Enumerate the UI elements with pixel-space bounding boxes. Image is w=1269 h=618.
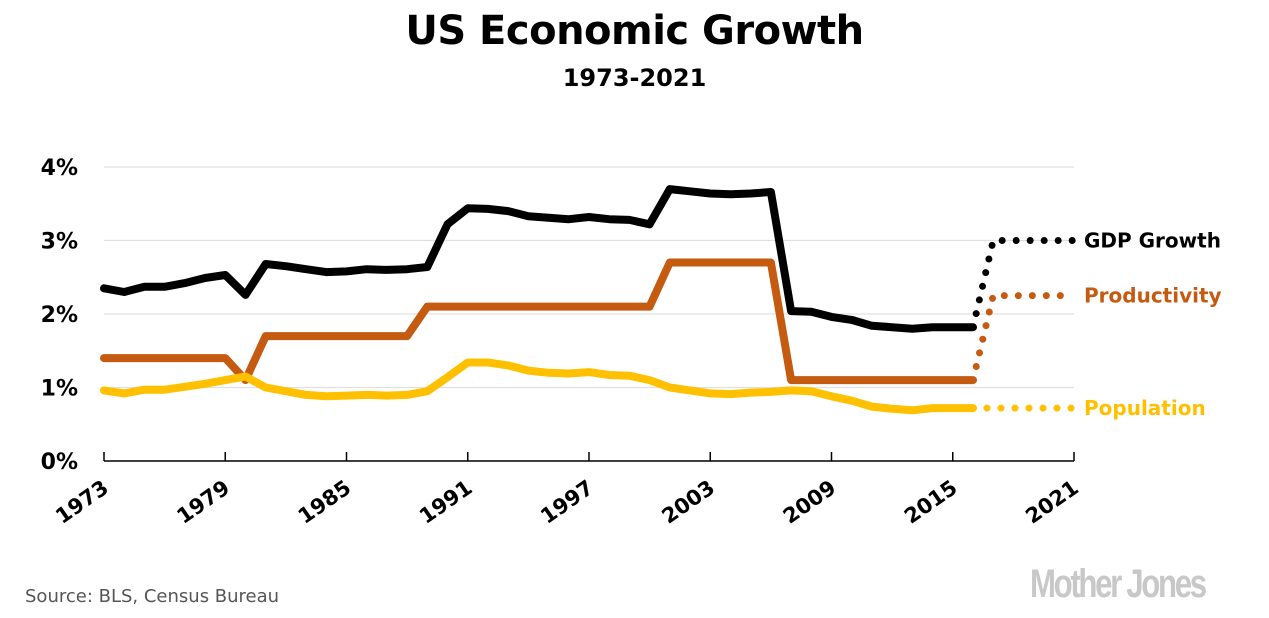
x-tick-label: 1979	[172, 475, 234, 528]
population-label: Population	[1084, 396, 1206, 420]
gdp-growth-line	[100, 185, 977, 333]
y-tick-label: 3%	[41, 230, 78, 255]
x-tick-label: 2003	[657, 475, 719, 528]
y-axis-tick-labels: 0% 1% 2% 3% 4%	[41, 156, 78, 475]
x-tick-label: 1997	[536, 475, 598, 528]
chart-subtitle: 1973-2021	[562, 64, 707, 92]
y-tick-label: 0%	[41, 450, 78, 475]
y-tick-label: 1%	[41, 377, 78, 402]
chart-title: US Economic Growth	[405, 8, 864, 54]
series-labels: GDP Growth Productivity Population	[1084, 229, 1222, 421]
x-tick-label: 2021	[1021, 475, 1083, 528]
series-lines	[100, 185, 1078, 415]
productivity-projection-line	[969, 292, 1078, 384]
x-axis	[103, 452, 1075, 462]
population-line	[100, 358, 977, 415]
x-tick-label: 1985	[294, 475, 356, 528]
gdp-growth-label: GDP Growth	[1084, 229, 1221, 253]
mother-jones-logo: Mother Jones	[1030, 562, 1207, 606]
x-tick-label: 2015	[900, 475, 962, 528]
gridlines	[104, 166, 1074, 389]
y-tick-label: 4%	[41, 156, 78, 181]
x-tick-label: 2009	[779, 475, 841, 528]
x-axis-tick-labels: 1973 1979 1985 1991 1997 2003 2009 2015 2021	[51, 475, 1083, 528]
productivity-label: Productivity	[1084, 284, 1222, 308]
y-tick-label: 2%	[41, 303, 78, 328]
x-tick-label: 1973	[51, 475, 113, 528]
x-tick-label: 1991	[415, 475, 477, 528]
source-note: Source: BLS, Census Bureau	[25, 586, 280, 607]
productivity-line	[100, 258, 977, 385]
gdp-growth-projection-line	[969, 237, 1078, 331]
